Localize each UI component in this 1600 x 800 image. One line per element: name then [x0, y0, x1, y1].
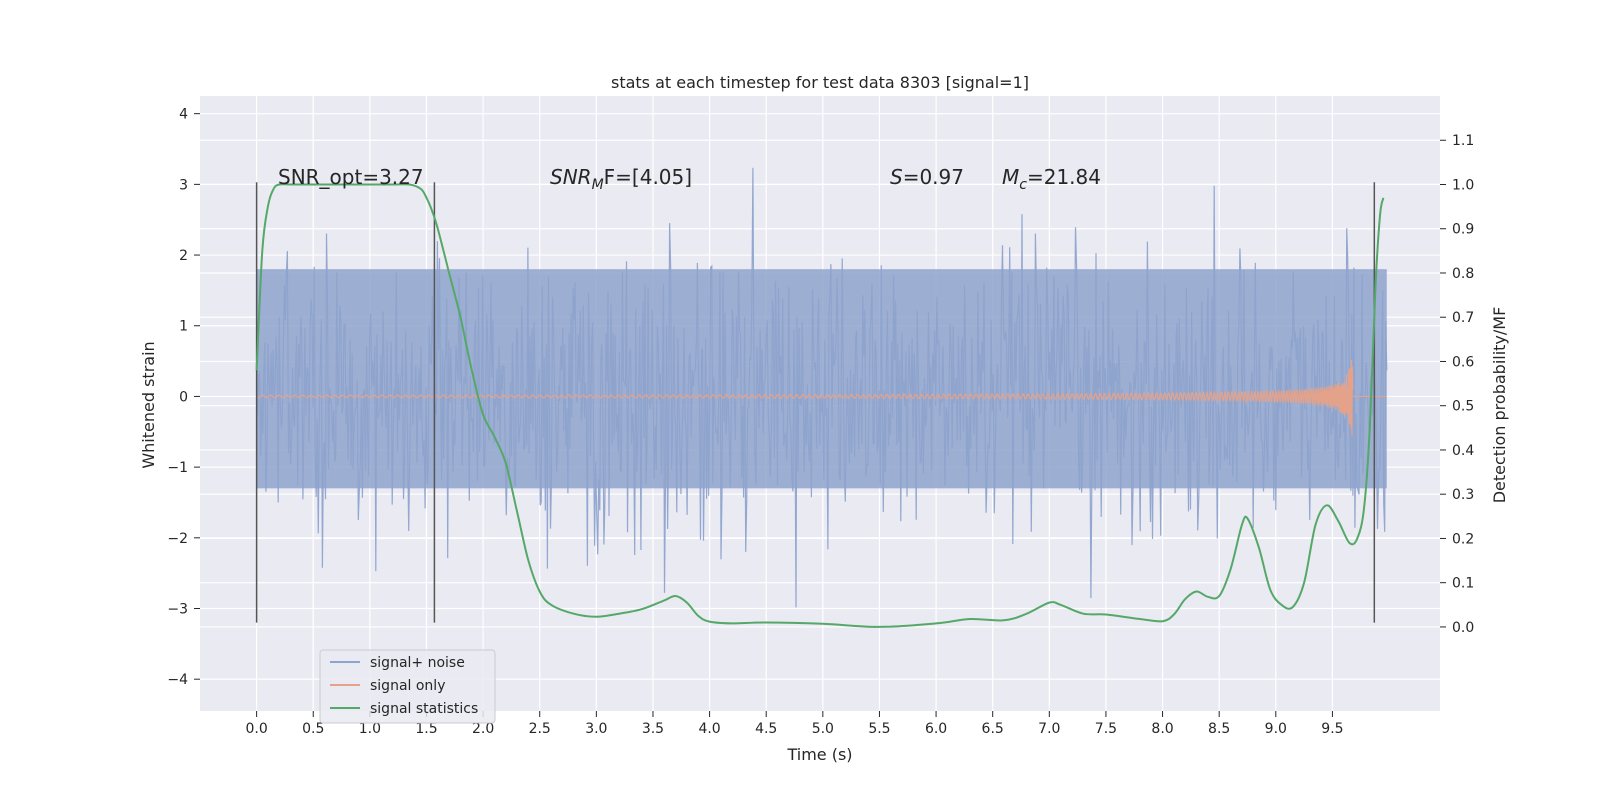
y-tick-label-right: 1.1 — [1452, 133, 1474, 149]
x-tick-label: 4.5 — [755, 721, 777, 737]
annotation-mc-value: =21.84 — [1027, 165, 1101, 189]
y-tick-label-right: 0.7 — [1452, 310, 1474, 326]
x-tick-label: 2.5 — [529, 721, 551, 737]
y-tick-label-left: 4 — [179, 107, 188, 123]
x-tick-label: 7.0 — [1038, 721, 1060, 737]
annotation-snr-opt: SNR_opt=3.27 — [278, 165, 424, 189]
y-tick-label-right: 0.5 — [1452, 399, 1474, 415]
y-axis-label-right: Detection probability/MF — [1490, 307, 1509, 504]
y-tick-label-left: 0 — [179, 389, 188, 405]
y-tick-label-left: 3 — [179, 177, 188, 193]
x-tick-label: 3.0 — [585, 721, 607, 737]
vertical-markers — [255, 182, 1376, 623]
annotation-snr-mf-value: F=[4.05] — [604, 165, 692, 189]
legend-label-signal-only: signal only — [370, 678, 445, 694]
signal-statistics-series — [255, 183, 1385, 628]
y-tick-label-right: 1.0 — [1452, 177, 1474, 193]
annotation-mc-subscript: c — [1019, 177, 1027, 193]
annotation-snr-mf-subscript: M — [592, 177, 604, 193]
y-tick-label-right: 0.9 — [1452, 222, 1474, 238]
y-tick-label-right: 0.6 — [1452, 354, 1474, 370]
chart-title: stats at each timestep for test data 830… — [611, 73, 1029, 92]
signal-only-line — [256, 359, 1387, 436]
annotation-mc-symbol: M — [1002, 165, 1019, 189]
y-tick-label-left: −3 — [167, 602, 188, 618]
x-tick-label: 3.5 — [642, 721, 664, 737]
annotation-snr-mf: SNRMF=[4.05] — [550, 165, 692, 193]
x-tick-label: 8.0 — [1151, 721, 1173, 737]
x-tick-label: 5.5 — [868, 721, 890, 737]
legend-label-signal-noise: signal+ noise — [370, 655, 465, 671]
annotation-s: S=0.97 — [890, 165, 964, 189]
x-tick-label: 1.0 — [359, 721, 381, 737]
x-tick-label: 5.0 — [812, 721, 834, 737]
signal-noise-core-band — [256, 269, 1387, 489]
x-tick-label: 6.5 — [982, 721, 1004, 737]
annotation-s-symbol: S — [890, 165, 903, 189]
x-tick-label: 9.5 — [1321, 721, 1343, 737]
x-axis-label: Time (s) — [786, 745, 852, 764]
y-tick-label-right: 0.2 — [1452, 531, 1474, 547]
y-tick-label-right: 0.3 — [1452, 487, 1474, 503]
y-tick-label-right: 0.4 — [1452, 443, 1474, 459]
legend: signal+ noise signal only signal statist… — [319, 649, 496, 724]
x-tick-label: 4.0 — [698, 721, 720, 737]
x-tick-label: 1.5 — [415, 721, 437, 737]
x-tick-label: 0.0 — [245, 721, 267, 737]
signal-statistics-line — [255, 183, 1385, 628]
x-tick-label: 2.0 — [472, 721, 494, 737]
y-tick-label-left: −4 — [167, 672, 188, 688]
signal-noise-series — [256, 167, 1388, 608]
y-tick-label-right: 0.0 — [1452, 620, 1474, 636]
x-tick-label: 6.0 — [925, 721, 947, 737]
signal-only-series — [256, 359, 1387, 436]
x-tick-label: 8.5 — [1208, 721, 1230, 737]
legend-box — [319, 649, 496, 724]
y-tick-label-left: 2 — [179, 248, 188, 264]
annotation-snr-mf-symbol: SNR — [550, 165, 592, 189]
y-tick-label-left: −1 — [167, 460, 188, 476]
y-tick-label-right: 0.8 — [1452, 266, 1474, 282]
annotation-mc: Mc=21.84 — [1002, 165, 1101, 193]
annotation-s-value: =0.97 — [903, 165, 964, 189]
x-tick-label: 9.0 — [1265, 721, 1287, 737]
x-tick-label: 7.5 — [1095, 721, 1117, 737]
y-tick-label-left: 1 — [179, 319, 188, 335]
y-tick-label-right: 0.1 — [1452, 576, 1474, 592]
x-tick-label: 0.5 — [302, 721, 324, 737]
tick-labels: 0.0 0.5 1.0 1.5 2.0 2.5 3.0 3.5 4.0 4.5 5.0 5.5 6.0 6… — [167, 107, 1474, 737]
legend-label-signal-statistics: signal statistics — [370, 701, 478, 717]
y-tick-label-left: −2 — [167, 531, 188, 547]
y-axis-label-left: Whitened strain — [139, 341, 158, 468]
